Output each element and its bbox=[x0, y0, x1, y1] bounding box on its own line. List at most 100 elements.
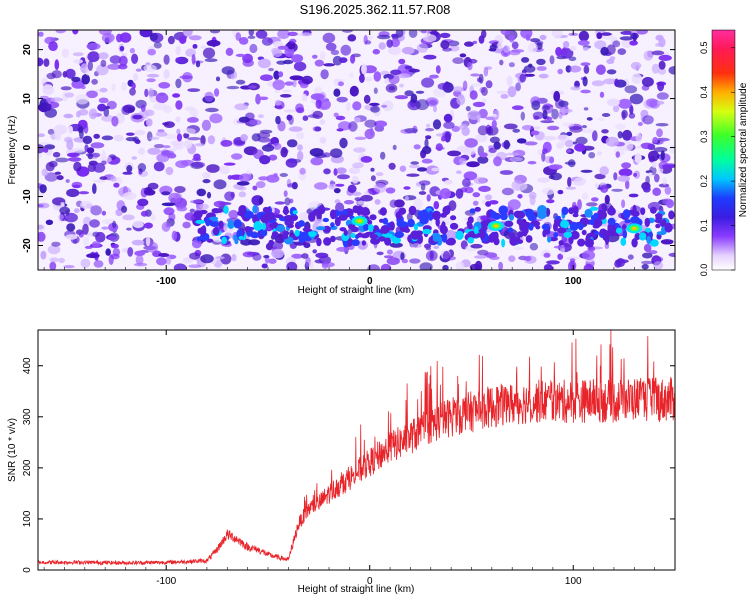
spectrogram-cell bbox=[353, 147, 366, 153]
spectrogram-band-cell bbox=[369, 234, 379, 240]
spectrogram-cell bbox=[86, 90, 98, 99]
spectrogram-cell bbox=[336, 174, 350, 180]
spectrogram-cell bbox=[55, 30, 66, 34]
spectrogram-band-cell bbox=[549, 237, 558, 242]
spectrogram-cell bbox=[60, 202, 65, 206]
spectrogram-cell bbox=[433, 201, 440, 210]
spectrogram-band-cell bbox=[271, 231, 279, 238]
spectrogram-cell bbox=[546, 260, 560, 265]
spectrogram-cell bbox=[583, 263, 594, 270]
spectrogram-cell bbox=[193, 153, 201, 161]
snr-panel: -100 0 100 0 100 200 300 400 Height of straight… bbox=[7, 329, 676, 595]
spectrogram-cell bbox=[258, 96, 269, 101]
spectrogram-cell bbox=[83, 236, 90, 247]
spectrogram-band-cell bbox=[489, 233, 495, 241]
spectrogram-cell bbox=[83, 124, 89, 134]
spectrogram-cell bbox=[140, 104, 146, 112]
spectrogram-cell bbox=[473, 177, 487, 185]
spectrogram-cell bbox=[288, 115, 294, 125]
spectrogram-cell bbox=[183, 30, 193, 37]
spectrogram-cell bbox=[263, 255, 270, 259]
spectrogram-cell bbox=[122, 192, 137, 200]
spectrogram-cell bbox=[410, 93, 418, 104]
spectrogram-cell bbox=[105, 248, 111, 256]
spectrogram-band-cell bbox=[215, 208, 223, 213]
spectrogram-cell bbox=[402, 195, 417, 201]
spectrogram-band-cell bbox=[569, 222, 579, 231]
spectrogram-cell bbox=[373, 87, 378, 94]
spectrogram-cell bbox=[255, 30, 268, 39]
spectrogram-cell bbox=[126, 132, 135, 136]
spectrogram-cell bbox=[71, 76, 81, 83]
spectrogram-band-cell bbox=[656, 231, 667, 236]
spectrogram-cell bbox=[391, 33, 398, 38]
spectrogram-band-cell bbox=[370, 237, 381, 245]
spectrogram-cell bbox=[188, 35, 202, 41]
spectrogram-band-cell bbox=[209, 221, 220, 228]
spectrogram-cell bbox=[132, 220, 144, 229]
spectrogram-cell bbox=[614, 78, 619, 87]
spectrogram-cell bbox=[110, 243, 119, 249]
spectrogram-cell bbox=[594, 183, 599, 189]
spectrogram-cell bbox=[424, 243, 432, 249]
spectrogram-band-cell bbox=[244, 226, 252, 233]
spectrogram-cell bbox=[569, 65, 582, 73]
spectrogram-band-cell bbox=[323, 237, 332, 246]
spectrogram-cell bbox=[101, 210, 107, 216]
spectrogram-cell bbox=[489, 44, 497, 52]
spectrogram-band-cell bbox=[413, 223, 419, 231]
spectrogram-cell bbox=[287, 31, 298, 37]
spectrogram-cell bbox=[615, 123, 626, 130]
spectrogram-cell bbox=[187, 137, 201, 141]
spectrogram-cell bbox=[350, 54, 356, 64]
spectrogram-band-cell bbox=[396, 220, 404, 228]
spectrogram-cell bbox=[520, 30, 533, 39]
spectrogram-cell bbox=[200, 45, 208, 49]
spectrogram-cell bbox=[656, 128, 663, 138]
spectrogram-cell bbox=[283, 190, 288, 198]
spectrogram-cell bbox=[354, 117, 361, 123]
spectrogram-cell bbox=[134, 262, 148, 267]
spectrogram-cell bbox=[210, 30, 220, 34]
spectrogram-cell bbox=[546, 199, 555, 204]
spectrogram-cell bbox=[506, 75, 513, 87]
spectrogram-cell bbox=[98, 97, 109, 104]
spectrogram-cell bbox=[508, 62, 515, 68]
spectrogram-cell bbox=[348, 121, 358, 132]
spectrogram-cell bbox=[469, 90, 478, 100]
spectrogram-cell bbox=[435, 65, 441, 74]
spectrogram-cell bbox=[176, 205, 188, 212]
spectrogram-cell bbox=[521, 57, 530, 63]
spectrogram-cell bbox=[226, 85, 240, 90]
spectrogram-cell bbox=[566, 256, 580, 260]
spectrogram-cell bbox=[337, 121, 352, 131]
snr-y-tick-label: 0 bbox=[22, 567, 33, 573]
spectrogram-cell bbox=[273, 41, 284, 48]
spectrogram-band-cell bbox=[391, 236, 396, 242]
spectrogram-cell bbox=[47, 245, 61, 255]
spectrogram-band-cell bbox=[282, 208, 290, 215]
spectrogram-cell bbox=[630, 61, 642, 70]
spectrogram-cell bbox=[533, 126, 541, 130]
spectrogram-cell bbox=[627, 254, 634, 260]
spectrogram-cell bbox=[239, 37, 249, 45]
spectrogram-cell bbox=[275, 115, 281, 125]
spectrogram-band-cell bbox=[244, 210, 254, 219]
spectrogram-cell bbox=[569, 125, 583, 133]
spectrogram-band-cell bbox=[631, 210, 640, 217]
spectrogram-cell bbox=[477, 156, 489, 164]
spectrogram-cell bbox=[509, 157, 523, 162]
spectrogram-band-cell bbox=[300, 231, 309, 241]
spectrogram-cell bbox=[486, 126, 494, 136]
spectrogram-cell bbox=[221, 66, 235, 75]
spectrogram-band-cell bbox=[547, 236, 552, 243]
spectrogram-cell bbox=[423, 54, 437, 60]
spectrogram-band-cell bbox=[223, 205, 229, 214]
spectrogram-cell bbox=[581, 128, 594, 134]
spectrogram-band-cell bbox=[298, 220, 305, 227]
spectrogram-cell bbox=[321, 261, 329, 269]
spectrogram-cell bbox=[577, 199, 582, 210]
spectrogram-cell bbox=[582, 250, 596, 261]
spectrogram-cell bbox=[278, 71, 284, 78]
